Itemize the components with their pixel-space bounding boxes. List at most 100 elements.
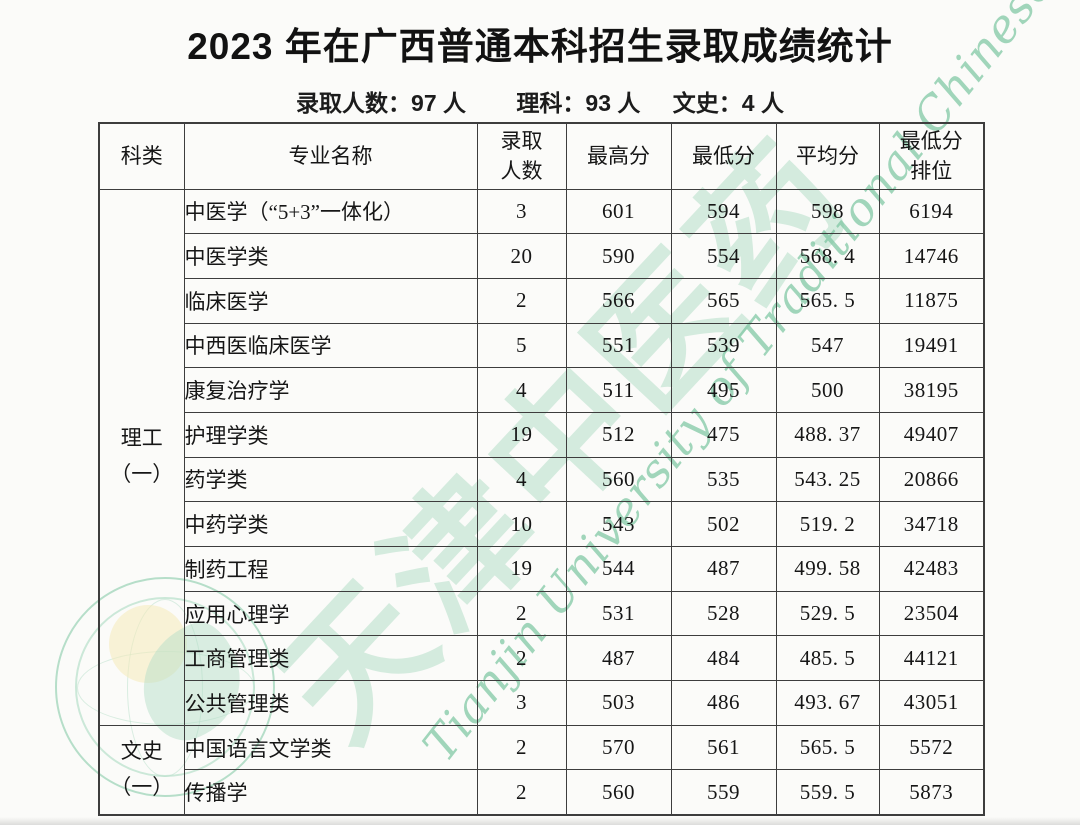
- major-cell: 药学类: [183, 456, 478, 503]
- major-cell: 中医学（“5+3”一体化）: [183, 188, 478, 235]
- admission-stats-table: 科类 专业名称 录取 人数 最高分 最低分 平均分 最低分 排位 理工 （一）中…: [98, 122, 985, 816]
- col-header-avg-score: 平均分: [775, 122, 880, 190]
- admitted-cell: 2: [476, 769, 567, 816]
- major-cell: 制药工程: [183, 546, 478, 592]
- table-row: 传播学 2 560 559 559. 5 5873: [99, 769, 985, 816]
- admitted-cell: 20: [476, 233, 567, 279]
- page-title: 2023 年在广西普通本科招生录取成绩统计: [187, 26, 893, 67]
- max-cell: 487: [565, 635, 672, 682]
- admitted-cell: 4: [476, 456, 567, 503]
- table-row: 应用心理学 2 531 528 529. 5 23504: [99, 590, 985, 637]
- table-row: 理工 （一） 中医学（“5+3”一体化） 3 601 594 598 6194: [98, 188, 985, 726]
- table-row: 中西医临床医学 5 551 539 547 19491: [99, 322, 985, 369]
- admitted-cell: 2: [476, 277, 567, 324]
- avg-cell: 500: [775, 367, 880, 413]
- major-cell: 应用心理学: [183, 590, 478, 637]
- liberal-arts-admitted-label: 文史：4 人: [672, 90, 784, 116]
- category-cell: 文史 （一）: [98, 724, 185, 816]
- min-cell: 535: [670, 456, 777, 503]
- major-cell: 护理学类: [183, 411, 478, 458]
- table-row: 制药工程 19 544 487 499. 58 42483: [99, 546, 985, 592]
- col-header-major: 专业名称: [183, 122, 478, 190]
- admitted-cell: 2: [476, 724, 567, 771]
- table-row: 中药学类 10 543 502 519. 2 34718: [99, 501, 985, 547]
- max-cell: 590: [565, 233, 672, 279]
- min-cell: 565: [670, 277, 777, 324]
- max-cell: 570: [565, 724, 672, 771]
- min-cell: 475: [670, 411, 777, 458]
- major-cell: 公共管理类: [183, 680, 478, 726]
- min-cell: 486: [670, 680, 777, 726]
- min-rank-cell: 20866: [878, 456, 985, 503]
- major-cell: 康复治疗学: [183, 367, 478, 413]
- min-rank-cell: 14746: [878, 233, 985, 279]
- min-rank-cell: 42483: [878, 546, 985, 592]
- min-rank-cell: 23504: [878, 590, 985, 637]
- table-row: 护理学类 19 512 475 488. 37 49407: [99, 411, 985, 458]
- min-cell: 594: [670, 188, 777, 235]
- summary-line: 录取人数：97 人 理科：93 人 文史：4 人: [0, 84, 1080, 118]
- avg-cell: 493. 67: [775, 680, 880, 726]
- min-rank-cell: 49407: [878, 411, 985, 458]
- major-cell: 临床医学: [183, 277, 478, 324]
- min-rank-cell: 5572: [878, 724, 985, 771]
- category-cell: 理工 （一）: [98, 188, 185, 726]
- major-cell: 中国语言文学类: [183, 724, 478, 771]
- avg-cell: 488. 37: [775, 411, 880, 458]
- admitted-cell: 2: [476, 635, 567, 682]
- max-cell: 560: [565, 769, 672, 816]
- min-rank-cell: 34718: [878, 501, 985, 547]
- avg-cell: 485. 5: [775, 635, 880, 682]
- avg-cell: 519. 2: [775, 501, 880, 547]
- table-row: 药学类 4 560 535 543. 25 20866: [99, 456, 985, 503]
- col-header-min-score: 最低分: [670, 122, 777, 190]
- max-cell: 560: [565, 456, 672, 503]
- min-cell: 502: [670, 501, 777, 547]
- max-cell: 566: [565, 277, 672, 324]
- avg-cell: 529. 5: [775, 590, 880, 637]
- table-row: 临床医学 2 566 565 565. 5 11875: [99, 277, 985, 324]
- col-header-min-rank: 最低分 排位: [878, 122, 985, 190]
- table-row: 公共管理类 3 503 486 493. 67 43051: [99, 680, 985, 726]
- min-rank-cell: 19491: [878, 322, 985, 369]
- min-cell: 554: [670, 233, 777, 279]
- major-cell: 传播学: [183, 769, 478, 816]
- avg-cell: 547: [775, 322, 880, 369]
- science-admitted-label: 理科：93 人: [516, 90, 641, 116]
- min-rank-cell: 38195: [878, 367, 985, 413]
- max-cell: 544: [565, 546, 672, 592]
- table-row: 文史 （一） 中国语言文学类 2 570 561 565. 5 5572: [98, 724, 985, 816]
- table-row: 工商管理类 2 487 484 485. 5 44121: [99, 635, 985, 682]
- col-header-max-score: 最高分: [565, 122, 672, 190]
- admitted-cell: 2: [476, 590, 567, 637]
- max-cell: 601: [565, 188, 672, 235]
- avg-cell: 598: [775, 188, 880, 235]
- total-admitted-label: 录取人数：97 人: [296, 90, 467, 116]
- admitted-cell: 3: [476, 680, 567, 726]
- min-rank-cell: 5873: [878, 769, 985, 816]
- avg-cell: 499. 58: [775, 546, 880, 592]
- admitted-cell: 19: [476, 411, 567, 458]
- max-cell: 511: [565, 367, 672, 413]
- major-cell: 工商管理类: [183, 635, 478, 682]
- admitted-cell: 3: [476, 188, 567, 235]
- min-cell: 539: [670, 322, 777, 369]
- avg-cell: 543. 25: [775, 456, 880, 503]
- avg-cell: 565. 5: [775, 724, 880, 771]
- table-row: 中医学类 20 590 554 568. 4 14746: [99, 233, 985, 279]
- max-cell: 512: [565, 411, 672, 458]
- max-cell: 543: [565, 501, 672, 547]
- min-cell: 528: [670, 590, 777, 637]
- max-cell: 531: [565, 590, 672, 637]
- photo-bottom-edge: [0, 817, 1080, 825]
- min-cell: 561: [670, 724, 777, 771]
- min-rank-cell: 43051: [878, 680, 985, 726]
- admitted-cell: 10: [476, 501, 567, 547]
- col-header-admitted: 录取 人数: [476, 122, 567, 190]
- major-cell: 中西医临床医学: [183, 322, 478, 369]
- min-cell: 559: [670, 769, 777, 816]
- admitted-cell: 5: [476, 322, 567, 369]
- avg-cell: 565. 5: [775, 277, 880, 324]
- max-cell: 503: [565, 680, 672, 726]
- min-rank-cell: 44121: [878, 635, 985, 682]
